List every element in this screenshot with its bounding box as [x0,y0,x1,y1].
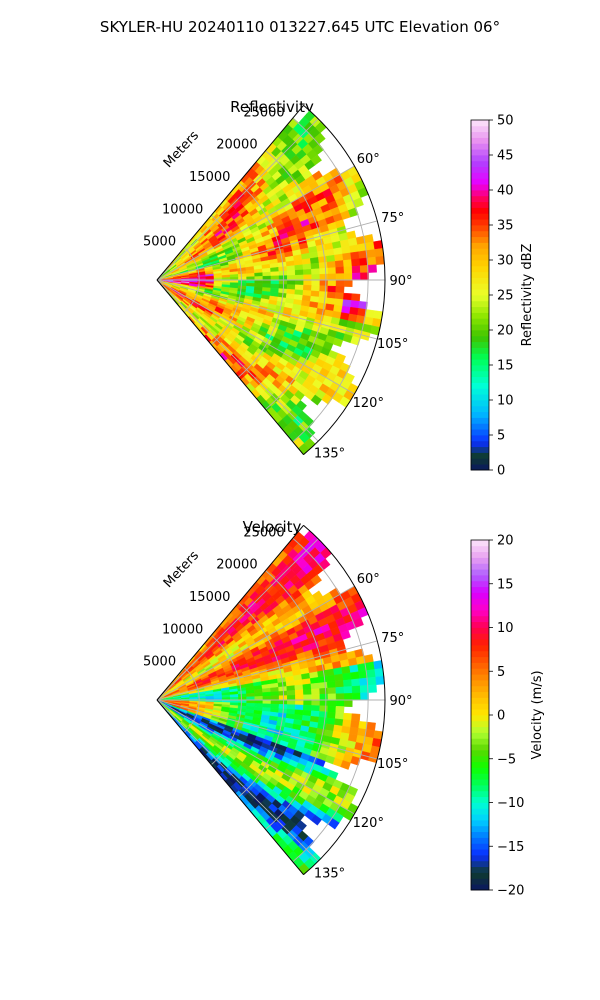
reflectivity-azimuth-tick: 105° [377,337,408,352]
velocity-colorbar-tick: −5 [497,752,516,767]
reflectivity-range-label: Meters [161,128,202,171]
reflectivity-azimuth-tick: 135° [314,447,345,462]
velocity-colorbar-tick: 10 [497,621,514,636]
velocity-azimuth-tick: 75° [381,631,404,646]
velocity-range-tick: 25000 [243,525,284,540]
reflectivity-azimuth-tick: 90° [389,274,412,289]
velocity-colorbar-tick: 20 [497,534,514,549]
velocity-colorbar-tick: 5 [497,665,505,680]
velocity-range-tick: 10000 [162,622,203,637]
velocity-colorbar-tick: 15 [497,577,514,592]
velocity-range-tick: 5000 [143,655,176,670]
reflectivity-field [156,110,385,455]
reflectivity-colorbar-tick: 40 [497,184,514,199]
reflectivity-colorbar-tick: 15 [497,359,514,374]
reflectivity-colorbar-tick: 20 [497,324,514,339]
reflectivity-range-tick: 25000 [243,105,284,120]
reflectivity-range-tick: 15000 [189,170,230,185]
velocity-colorbar-tick: −20 [497,884,524,899]
reflectivity-colorbar-tick: 5 [497,429,505,444]
reflectivity-colorbar-tick: 50 [497,114,514,129]
reflectivity-title: Reflectivity [230,98,314,116]
velocity-azimuth-tick: 120° [353,816,384,831]
velocity-range-tick: 20000 [216,558,257,573]
velocity-azimuth-tick: 135° [314,867,345,882]
velocity-range-label: Meters [161,548,202,591]
velocity-azimuth-tick: 60° [357,572,380,587]
reflectivity-colorbar-tick: 45 [497,149,514,164]
velocity-range-tick: 15000 [189,590,230,605]
reflectivity-range-tick: 5000 [143,235,176,250]
velocity-panel: Velocity 5000 10000 15000 20000 25000 60° 75° 9… [143,518,545,899]
reflectivity-colorbar-label: Reflectivity dBZ [520,244,535,347]
reflectivity-colorbar-tick: 10 [497,394,514,409]
reflectivity-colorbar-tick: 35 [497,219,514,234]
figure-suptitle: SKYLER-HU 20240110 013227.645 UTC Elevat… [100,18,500,36]
velocity-colorbar: −20 −15 −10 −5 0 5 10 15 20 [470,534,524,899]
reflectivity-azimuth-tick: 60° [357,152,380,167]
velocity-colorbar-tick: −15 [497,840,524,855]
reflectivity-range-tick: 10000 [162,202,203,217]
reflectivity-panel: Reflectivity 5000 10000 15000 20000 25000 60°… [143,98,535,479]
velocity-field [156,530,385,875]
reflectivity-colorbar-tick: 30 [497,254,514,269]
velocity-colorbar-tick: 0 [497,709,505,724]
reflectivity-azimuth-tick: 120° [353,396,384,411]
velocity-colorbar-label: Velocity (m/s) [530,670,545,759]
velocity-axes: 5000 10000 15000 20000 25000 60° 75° 90° 105° 120… [143,524,413,882]
reflectivity-range-tick: 20000 [216,138,257,153]
reflectivity-colorbar-tick: 25 [497,289,514,304]
reflectivity-colorbar-tick: 0 [497,464,505,479]
reflectivity-axes: 5000 10000 15000 20000 25000 60° 75° 90° 105° 120… [143,104,413,462]
reflectivity-azimuth-tick: 75° [381,211,404,226]
velocity-colorbar-tick: −10 [497,796,524,811]
velocity-azimuth-tick: 105° [377,757,408,772]
velocity-azimuth-tick: 90° [389,694,412,709]
velocity-grid [156,537,385,863]
velocity-title: Velocity [243,518,302,536]
reflectivity-grid [156,117,385,443]
reflectivity-colorbar: 0 5 10 15 20 25 30 35 40 45 50 [470,114,514,479]
